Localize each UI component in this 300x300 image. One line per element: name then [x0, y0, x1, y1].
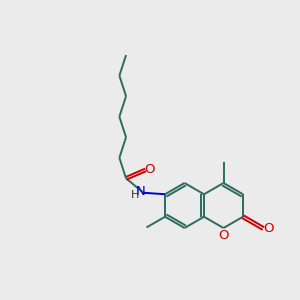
Text: H: H	[131, 190, 139, 200]
Text: O: O	[218, 229, 229, 242]
Text: O: O	[145, 163, 155, 176]
Text: O: O	[263, 222, 274, 235]
Text: N: N	[136, 185, 145, 198]
